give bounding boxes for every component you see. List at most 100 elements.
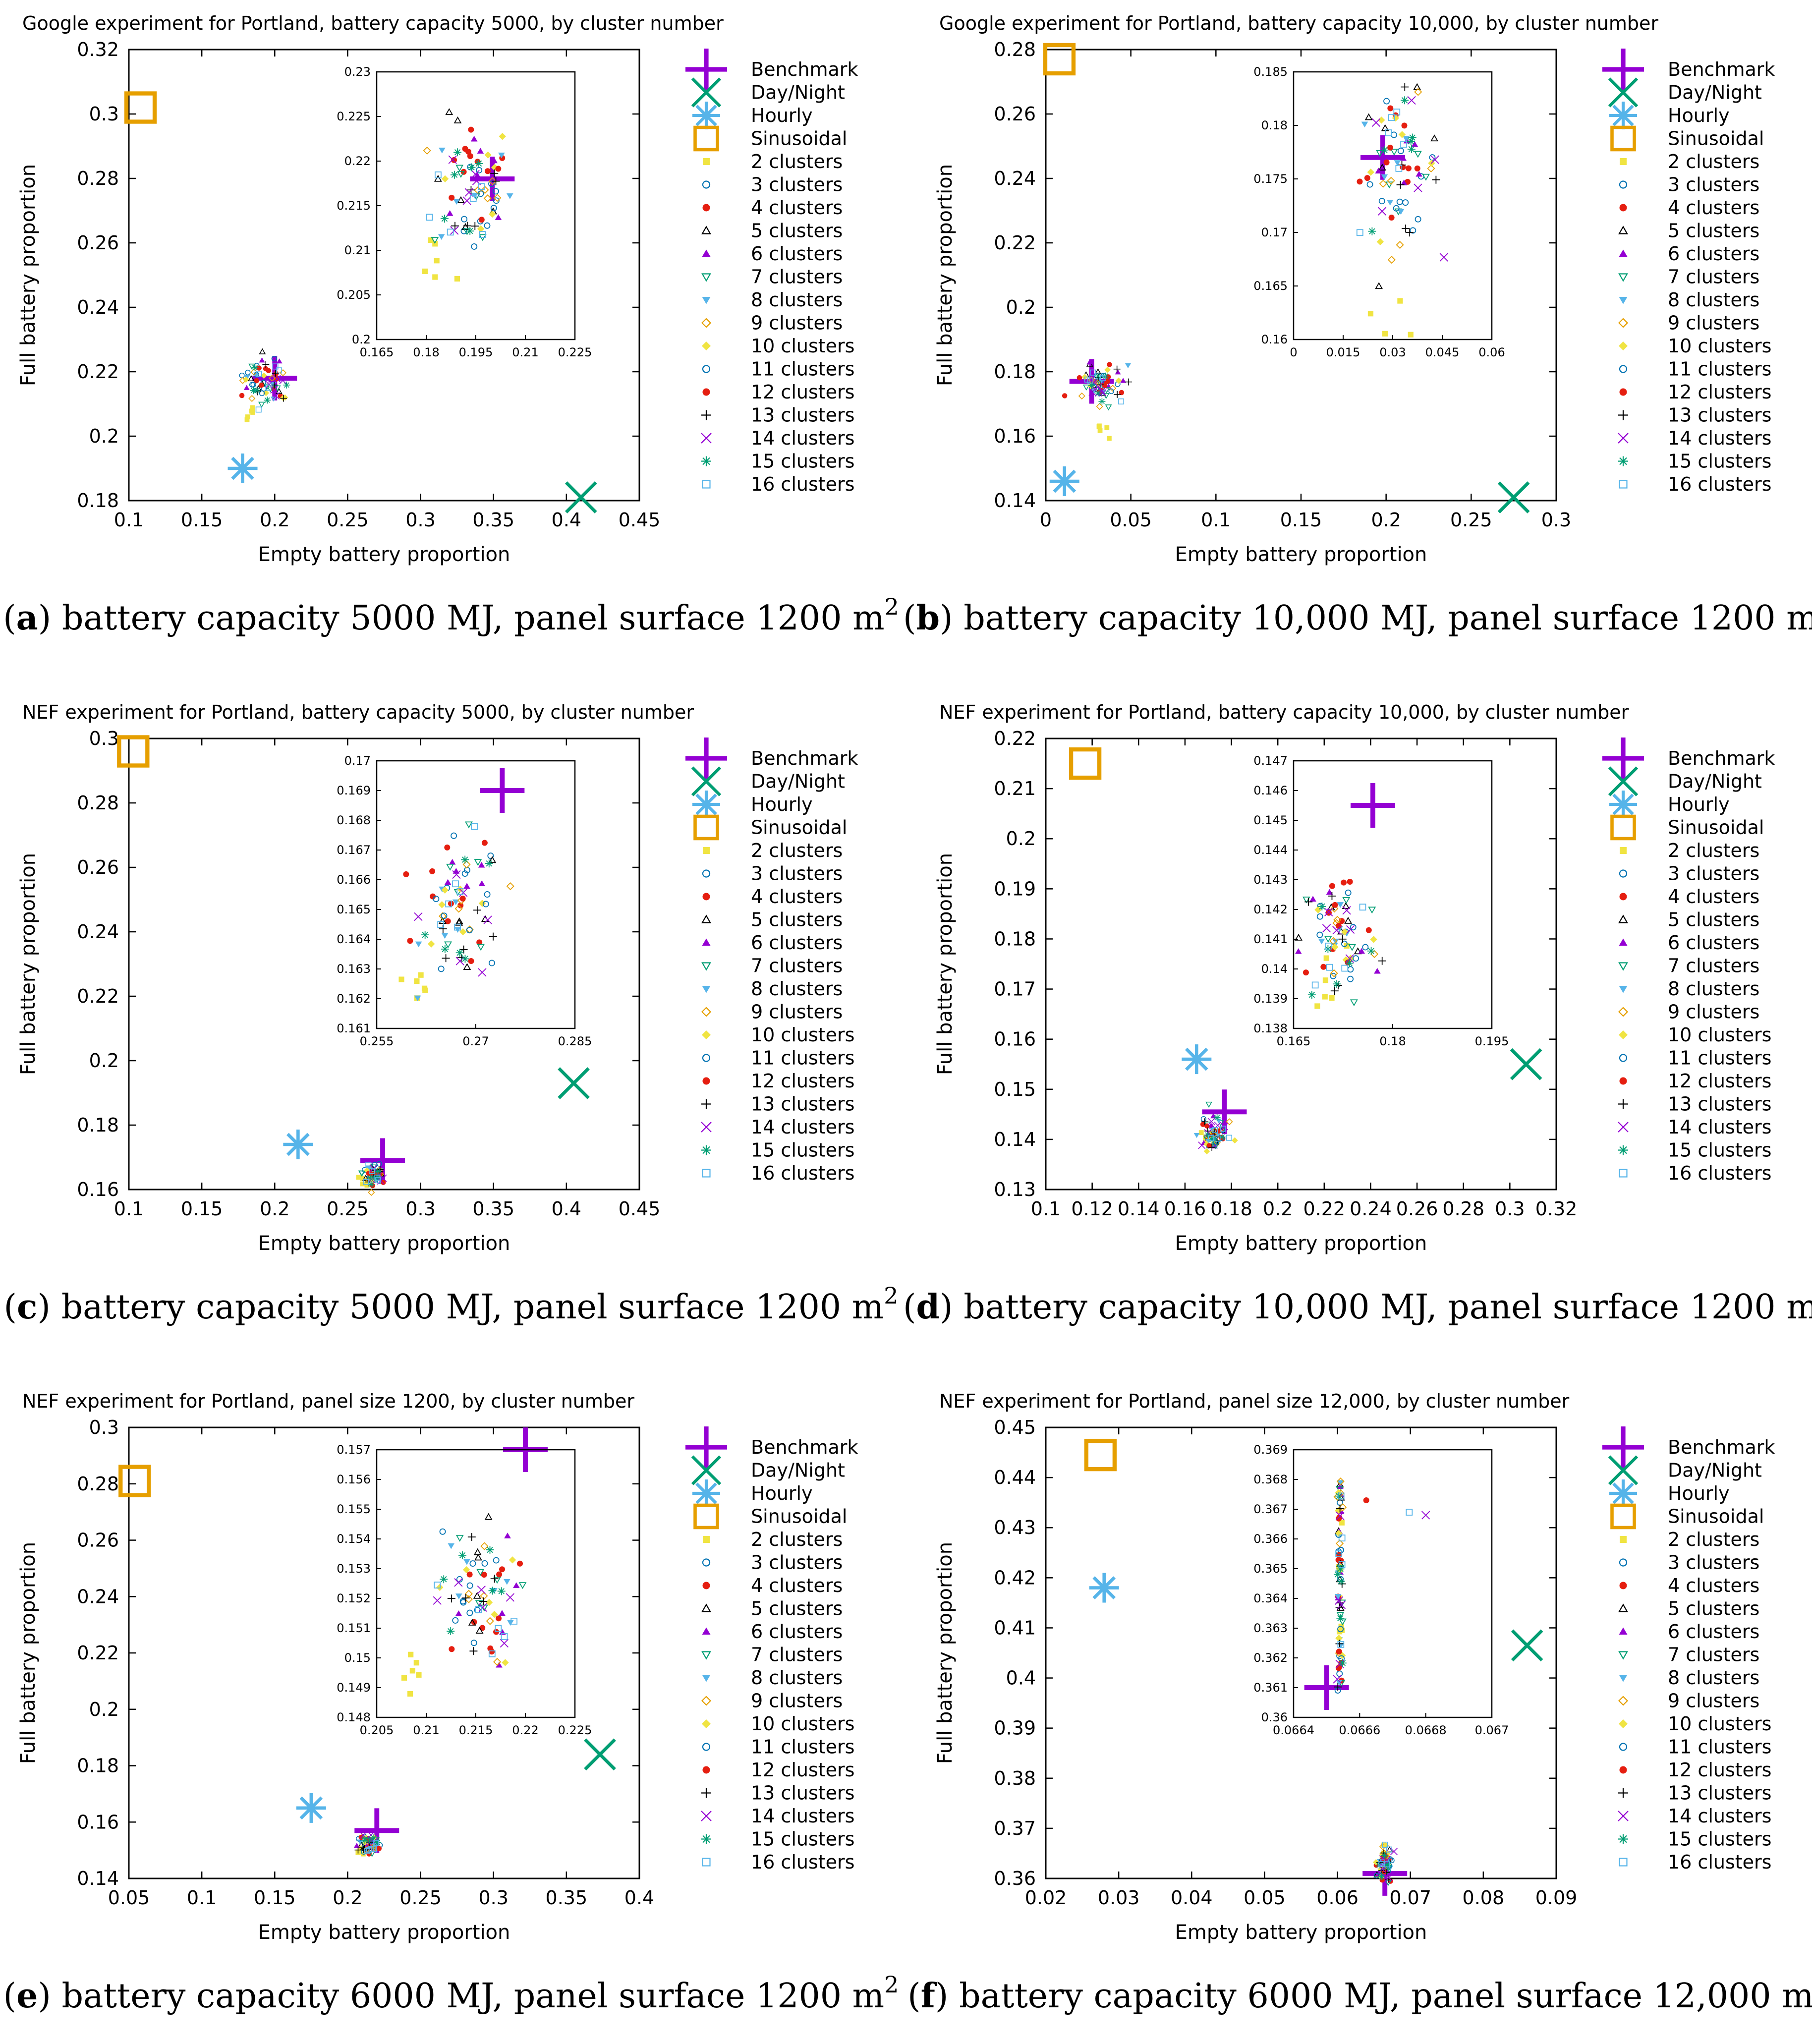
y-tick-label: 0.26 xyxy=(994,103,1036,125)
legend-label: Sinusoidal xyxy=(1668,817,1764,839)
caption-letter: a xyxy=(16,598,38,638)
inset-x-tick-label: 0.21 xyxy=(512,345,538,359)
caption-letter: f xyxy=(921,1976,937,2016)
x-tick-label: 0.1 xyxy=(114,509,144,531)
cluster-point xyxy=(376,1846,382,1851)
x-tick-label: 0.14 xyxy=(1118,1198,1160,1220)
inset-cluster-point xyxy=(1337,1641,1345,1648)
legend-marker xyxy=(1619,1675,1628,1682)
cluster-point xyxy=(1097,428,1103,433)
inset-cluster-point xyxy=(462,196,471,205)
y-axis-label: Full battery proportion xyxy=(934,853,957,1075)
legend-marker xyxy=(703,1536,710,1543)
legend-label: 13 clusters xyxy=(751,1782,854,1804)
inset-cluster-point xyxy=(450,226,459,235)
legend-marker xyxy=(685,1426,727,1468)
chart-title: NEF experiment for Portland, battery cap… xyxy=(939,701,1629,723)
inset-cluster-point xyxy=(1383,159,1390,166)
inset-cluster-point xyxy=(1332,902,1338,908)
legend-marker xyxy=(693,814,719,841)
inset-cluster-point xyxy=(1346,925,1355,934)
inset-cluster-point xyxy=(507,1620,514,1626)
inset-cluster-point xyxy=(1342,897,1351,904)
inset-cluster-point xyxy=(476,1569,485,1576)
inset-cluster-point xyxy=(1332,926,1341,935)
chart-title: NEF experiment for Portland, panel size … xyxy=(22,1390,634,1412)
hourly-point xyxy=(283,1130,313,1159)
inset-cluster-point xyxy=(462,860,471,869)
y-tick-label: 0.24 xyxy=(77,296,119,318)
inset-cluster-point xyxy=(1320,964,1327,970)
cluster-point xyxy=(356,1175,361,1180)
inset-cluster-point xyxy=(498,152,505,159)
inset-cluster-point xyxy=(470,1640,477,1647)
inset-cluster-point xyxy=(432,241,438,247)
y-tick-label: 0.2 xyxy=(89,425,119,447)
legend-marker xyxy=(692,102,720,129)
y-tick-label: 0.18 xyxy=(77,1114,119,1136)
cluster-point xyxy=(272,392,280,400)
legend-label: 4 clusters xyxy=(1668,886,1759,908)
inset-cluster-point xyxy=(1400,155,1407,161)
inset-plot: 0.205 0.21 0.215 0.22 0.225 0.148 0.149 0.15 0.1… xyxy=(337,1427,592,1737)
inset-cluster-point xyxy=(1295,948,1302,954)
inset-x-tick-label: 0.195 xyxy=(1475,1034,1509,1048)
cluster-point xyxy=(1105,383,1112,389)
legend-marker xyxy=(1618,433,1629,444)
x-tick-label: 0.3 xyxy=(405,1198,435,1220)
legend-label: 2 clusters xyxy=(751,1529,843,1550)
inset-x-tick-label: 0.015 xyxy=(1326,345,1360,359)
legend-marker xyxy=(691,766,722,796)
inset-cluster-point xyxy=(1406,228,1414,237)
cluster-point xyxy=(353,1843,360,1848)
inset-cluster-point xyxy=(495,214,502,220)
legend-label: 6 clusters xyxy=(1668,932,1759,954)
inset-cluster-point xyxy=(499,1610,506,1616)
y-tick-label: 0.17 xyxy=(994,978,1036,1000)
inset-cluster-point xyxy=(455,949,464,957)
cluster-point xyxy=(376,1161,382,1167)
inset-y-tick-label: 0.146 xyxy=(1253,784,1288,797)
inset-cluster-point xyxy=(480,1542,489,1550)
inset-y-tick-label: 0.36 xyxy=(1261,1710,1288,1724)
inset-cluster-point xyxy=(469,1560,476,1567)
inset-cluster-point xyxy=(477,190,484,197)
cluster-point xyxy=(242,376,249,383)
inset-y-tick-label: 0.139 xyxy=(1253,992,1288,1006)
legend-marker xyxy=(1619,1558,1628,1567)
inset-x-tick-label: 0.255 xyxy=(360,1034,394,1048)
inset-cluster-point xyxy=(451,157,457,163)
legend-marker xyxy=(1618,914,1628,923)
inset-cluster-point xyxy=(1416,170,1422,177)
inset-y-tick-label: 0.368 xyxy=(1253,1473,1288,1486)
inset-cluster-point xyxy=(449,1646,455,1652)
inset-cluster-point xyxy=(438,234,445,240)
legend-label: 14 clusters xyxy=(751,427,854,449)
x-axis-label: Empty battery proportion xyxy=(1175,543,1427,566)
inset-cluster-point xyxy=(473,1548,482,1555)
plot-frame xyxy=(1045,738,1557,1191)
inset-cluster-point xyxy=(1318,938,1325,945)
cluster-point xyxy=(1200,1116,1207,1122)
legend-label: 13 clusters xyxy=(751,1093,854,1115)
inset-benchmark-point xyxy=(1360,135,1405,180)
y-tick-label: 0.26 xyxy=(77,1530,119,1551)
inset-cluster-point xyxy=(1397,147,1404,154)
panel-e: NEF experiment for Portland, panel size … xyxy=(3,1390,899,2016)
cluster-point xyxy=(1208,1143,1216,1151)
legend-marker xyxy=(1602,738,1644,779)
inset-cluster-point xyxy=(484,222,491,229)
legend-label: Hourly xyxy=(751,1482,813,1504)
cluster-point xyxy=(258,401,265,408)
inset-cluster-point xyxy=(504,1533,511,1538)
legend-label: Benchmark xyxy=(751,1436,858,1458)
inset-cluster-point xyxy=(490,205,497,212)
y-tick-label: 0.28 xyxy=(77,792,119,814)
inset-cluster-point xyxy=(1336,1511,1345,1521)
inset-cluster-point xyxy=(1365,927,1372,933)
cluster-point xyxy=(1125,363,1131,369)
cluster-point xyxy=(358,1841,365,1848)
inset-cluster-point xyxy=(1311,981,1319,989)
inset-cluster-point xyxy=(1374,967,1381,974)
